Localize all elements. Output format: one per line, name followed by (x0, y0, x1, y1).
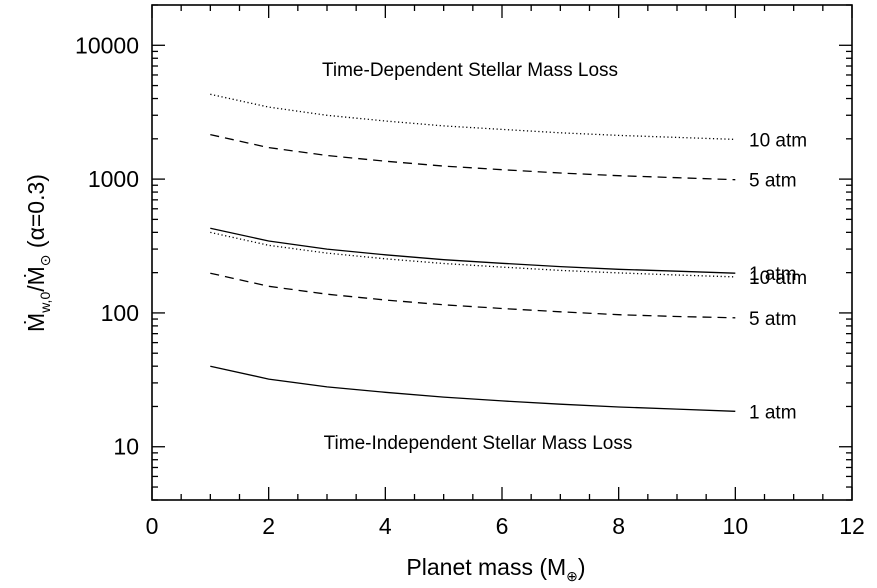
x-tick-label: 10 (723, 513, 749, 539)
x-tick-label: 4 (379, 513, 392, 539)
annotation-top: Time-Dependent Stellar Mass Loss (322, 60, 618, 81)
series-line-5-dashed (210, 272, 736, 319)
x-tick-label: 0 (146, 513, 159, 539)
plot-frame (151, 4, 853, 501)
series-line-1-dotted (210, 93, 736, 141)
series-label-2: 5 atm (749, 171, 797, 192)
series-label-1: 10 atm (749, 130, 807, 151)
y-tick-label: 10 (113, 434, 139, 460)
series-label-6: 1 atm (749, 402, 797, 423)
series-label-3: 1 atm (749, 264, 797, 285)
y-tick-label: 10000 (75, 32, 139, 58)
x-axis-label: Planet mass (M⊕) (406, 554, 585, 584)
y-tick-label: 1000 (88, 166, 139, 192)
series-line-6-solid (210, 365, 736, 412)
axis-tick-labels: 0 2 4 6 8 10 12 10 100 1000 10000 (75, 32, 865, 539)
annotation-bottom: Time-Independent Stellar Mass Loss (324, 433, 633, 454)
y-tick-label: 100 (101, 300, 139, 326)
series-label-4: 10 atm (749, 268, 807, 289)
x-tick-label: 6 (496, 513, 509, 539)
series-label-5: 5 atm (749, 309, 797, 330)
x-tick-label: 8 (612, 513, 625, 539)
y-axis-label-group: Ṁw,0/Ṁ⊙ (α=0.3) (23, 174, 53, 332)
x-tick-label: 2 (262, 513, 275, 539)
x-tick-label: 12 (839, 513, 865, 539)
y-axis-label: Ṁw,0/Ṁ⊙ (α=0.3) (23, 174, 53, 332)
series-line-2-dashed (210, 133, 736, 181)
series-layer (210, 93, 736, 412)
series-line-3-solid (210, 227, 736, 274)
